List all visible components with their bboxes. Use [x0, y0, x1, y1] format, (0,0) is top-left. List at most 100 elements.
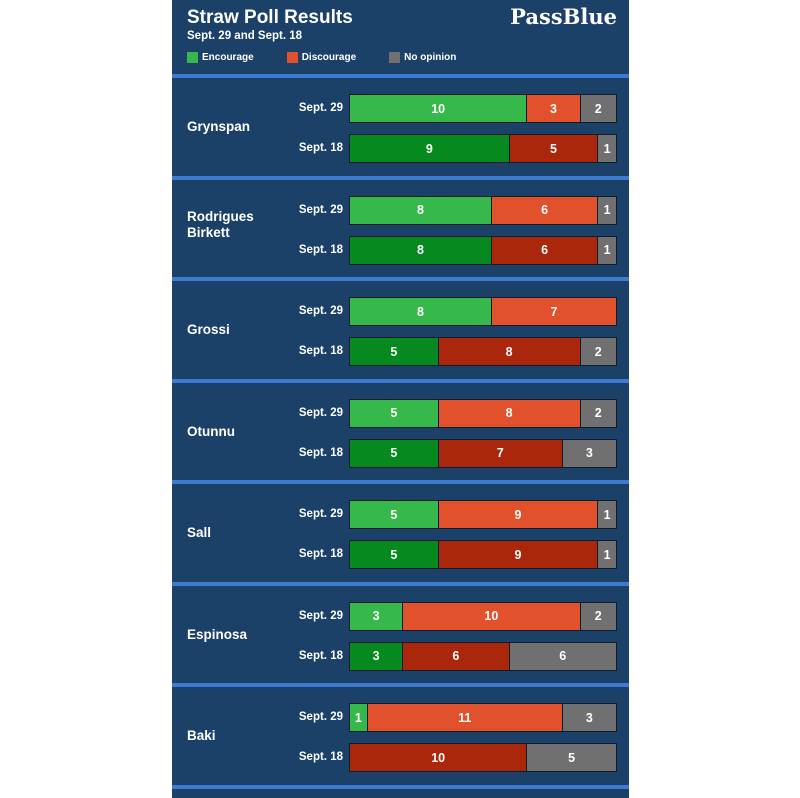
bar-segment-discourage: 6 — [403, 642, 510, 670]
group-separator — [172, 175, 629, 180]
legend-label-encourage: Encourage — [202, 52, 254, 63]
poll-date-label: Sept. 29 — [298, 609, 343, 622]
bar-value-label: 8 — [416, 304, 424, 319]
bar-value-label: 1 — [354, 710, 362, 725]
bar-value-label: 5 — [390, 344, 398, 359]
bar-value-label: 8 — [416, 243, 424, 257]
bar-value-label: 5 — [390, 406, 398, 420]
poll-date-label: Sept. 18 — [298, 142, 343, 154]
bar-segment-discourage: 10 — [350, 744, 528, 771]
stacked-bar: 5 8 2 — [349, 398, 617, 428]
bar-value-label: 3 — [372, 609, 380, 623]
bar-segment-discourage: 6 — [491, 236, 599, 264]
group-separator — [172, 683, 629, 687]
poll-date-label: Sept. 18 — [298, 243, 343, 256]
legend-label-discourage: Discourage — [301, 52, 357, 63]
stacked-bar: 9 5 1 — [349, 134, 617, 163]
bar-value-label: 6 — [452, 649, 460, 663]
bar-value-label: 10 — [431, 101, 446, 116]
bar-segment-no-opinion: 1 — [598, 236, 616, 264]
group-separator — [172, 581, 629, 586]
bar-value-label: 11 — [458, 710, 472, 725]
bar-value-label: 5 — [568, 750, 576, 765]
bar-value-label: 1 — [603, 203, 611, 217]
poll-date-label: Sept. 29 — [298, 406, 343, 419]
bar-segment-encourage: 5 — [350, 338, 439, 365]
bar-segment-no-opinion: 6 — [509, 642, 616, 670]
group-separator — [172, 378, 629, 383]
bar-segment-no-opinion: 2 — [580, 95, 616, 122]
legend-label-no-opinion: No opinion — [404, 52, 457, 63]
legend-swatch-no-opinion — [389, 52, 401, 63]
candidate-name: Grynspan — [187, 119, 251, 134]
bar-segment-encourage: 3 — [350, 642, 404, 670]
bar-value-label: 9 — [514, 507, 522, 522]
bar-segment-discourage: 8 — [438, 399, 581, 427]
poll-date-label: Sept. 29 — [298, 305, 343, 317]
legend-swatch-encourage — [187, 52, 198, 63]
bar-value-label: 5 — [390, 547, 398, 562]
bar-value-label: 8 — [505, 406, 513, 420]
bar-value-label: 8 — [416, 203, 424, 217]
poll-date-label: Sept. 29 — [298, 203, 343, 216]
legend-swatch-discourage — [286, 52, 298, 63]
bar-segment-discourage: 8 — [438, 338, 581, 365]
bar-segment-no-opinion: 3 — [562, 439, 616, 467]
bar-segment-discourage: 5 — [509, 135, 599, 162]
bar-value-label: 1 — [603, 547, 611, 562]
bar-value-label: 6 — [559, 649, 567, 663]
bar-segment-encourage: 9 — [350, 135, 510, 162]
group-separator — [172, 277, 629, 281]
poll-date-label: Sept. 18 — [298, 751, 343, 763]
poll-date-label: Sept. 29 — [298, 102, 343, 114]
bar-segment-encourage: 5 — [350, 399, 439, 427]
candidate-name: Rodrigues Birkett — [187, 208, 254, 240]
bar-value-label: 2 — [594, 101, 602, 116]
poll-date-label: Sept. 29 — [298, 711, 343, 723]
stacked-bar: 1 11 3 — [349, 703, 617, 732]
bar-value-label: 6 — [541, 203, 549, 217]
chart-title: Straw Poll Results — [187, 7, 353, 28]
bar-segment-no-opinion: 3 — [562, 704, 616, 731]
bar-value-label: 3 — [372, 649, 380, 663]
bar-segment-no-opinion: 2 — [580, 338, 616, 365]
stacked-bar: 10 5 — [349, 743, 617, 772]
bar-value-label: 5 — [390, 507, 398, 522]
group-separator — [172, 74, 629, 78]
bar-segment-discourage: 7 — [491, 298, 616, 325]
bar-segment-no-opinion: 1 — [598, 501, 616, 528]
bar-segment-encourage: 5 — [350, 541, 439, 568]
legend-item-encourage: Encourage — [187, 52, 254, 63]
bar-segment-no-opinion: 1 — [598, 196, 616, 224]
candidate-name: Baki — [187, 728, 216, 743]
bar-value-label: 7 — [550, 304, 558, 319]
stacked-bar: 10 3 2 — [349, 94, 617, 123]
bar-segment-discourage: 10 — [403, 602, 581, 630]
bar-value-label: 9 — [514, 547, 522, 562]
legend: Encourage Discourage No opinion — [187, 52, 489, 63]
bar-value-label: 3 — [549, 101, 557, 116]
stacked-bar: 5 7 3 — [349, 438, 617, 468]
legend-item-discourage: Discourage — [286, 52, 357, 63]
bar-value-label: 10 — [484, 609, 499, 623]
bar-value-label: 3 — [585, 710, 593, 725]
candidate-name: Espinosa — [187, 626, 248, 642]
bar-value-label: 7 — [496, 446, 504, 460]
poll-date-label: Sept. 18 — [298, 446, 343, 459]
bar-segment-encourage: 8 — [350, 298, 492, 325]
bar-segment-encourage: 5 — [350, 501, 439, 528]
bar-value-label: 5 — [390, 446, 398, 460]
bar-value-label: 10 — [431, 750, 446, 765]
group-separator — [172, 784, 629, 789]
stacked-bar: 5 9 1 — [349, 540, 617, 569]
bar-value-label: 2 — [594, 406, 602, 420]
stacked-bar: 5 9 1 — [349, 500, 617, 529]
brand-logo: PassBlue — [510, 4, 617, 29]
bar-value-label: 6 — [541, 243, 549, 257]
bar-segment-encourage: 5 — [350, 439, 439, 467]
bar-segment-discourage: 9 — [438, 501, 599, 528]
bar-segment-encourage: 3 — [350, 602, 404, 630]
bar-segment-no-opinion: 5 — [527, 744, 616, 771]
bar-segment-no-opinion: 1 — [598, 541, 616, 568]
